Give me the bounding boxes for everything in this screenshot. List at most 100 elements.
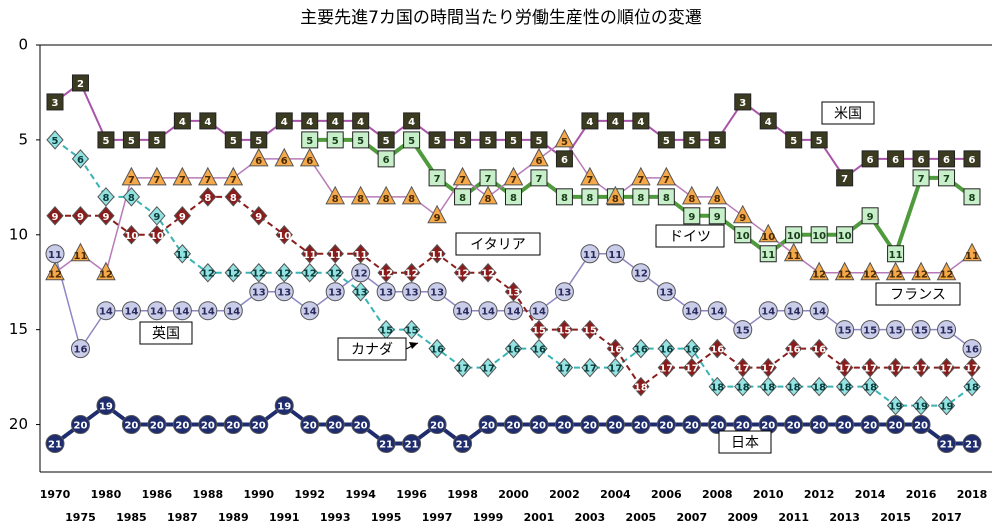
marker	[326, 112, 344, 130]
marker	[453, 262, 472, 283]
data-point: 15	[860, 320, 880, 340]
data-label: 4	[357, 117, 364, 128]
marker	[326, 244, 344, 264]
data-point: 6	[248, 147, 269, 167]
data-point: 4	[759, 112, 777, 130]
data-label: 21	[965, 440, 979, 451]
data-point: 7	[656, 166, 677, 186]
data-point: 13	[351, 281, 370, 302]
marker	[121, 166, 142, 186]
data-label: 14	[99, 307, 113, 318]
marker	[758, 223, 779, 243]
data-point: 8	[681, 185, 702, 205]
data-point: 12	[45, 261, 65, 281]
data-point: 4	[173, 112, 191, 130]
marker	[554, 282, 574, 302]
marker	[300, 301, 320, 321]
marker	[734, 93, 752, 111]
data-point: 16	[632, 338, 650, 359]
data-label: 20	[710, 421, 724, 432]
marker	[606, 338, 625, 359]
data-label: 20	[175, 421, 189, 432]
data-label: 9	[102, 212, 109, 223]
data-point: 11	[326, 244, 344, 264]
marker	[275, 225, 293, 245]
marker	[605, 185, 626, 205]
marker	[785, 338, 803, 359]
data-point: 18	[785, 376, 803, 397]
marker	[886, 320, 906, 340]
data-label: 7	[204, 175, 211, 186]
marker	[657, 338, 676, 359]
data-label: 17	[659, 364, 673, 375]
data-label: 20	[532, 421, 546, 432]
data-point: 16	[70, 339, 90, 359]
marker	[860, 261, 880, 281]
data-point: 8	[657, 188, 675, 206]
data-point: 12	[911, 261, 931, 281]
marker	[376, 282, 396, 302]
marker	[199, 262, 217, 283]
data-label: 18	[838, 383, 852, 394]
marker	[936, 261, 957, 281]
data-point: 4	[581, 112, 599, 130]
data-label: 18	[787, 383, 801, 394]
data-label: 14	[761, 307, 775, 318]
data-point: 17	[479, 357, 497, 378]
data-point: 14	[504, 301, 523, 321]
data-point: 5	[785, 131, 803, 149]
marker	[148, 206, 166, 226]
data-label: 6	[77, 155, 84, 166]
data-point: 21	[453, 434, 473, 454]
data-point: 20	[70, 415, 90, 435]
data-label: 11	[74, 251, 88, 262]
data-label: 20	[226, 421, 240, 432]
data-point: 20	[351, 415, 371, 435]
data-point: 6	[529, 147, 549, 167]
marker	[122, 187, 141, 207]
data-label: 20	[481, 421, 495, 432]
marker	[121, 301, 141, 321]
y-tick-label: 0	[18, 36, 28, 54]
data-point: 5	[377, 131, 395, 149]
data-point: 18	[708, 376, 726, 397]
data-label: 12	[252, 269, 266, 280]
data-point: 14	[223, 301, 243, 321]
data-point: 6	[861, 150, 879, 168]
data-label: 12	[863, 270, 877, 281]
marker	[377, 131, 395, 149]
marker	[809, 301, 829, 321]
data-label: 9	[52, 212, 59, 223]
data-label: 11	[965, 251, 979, 262]
data-point: 5	[454, 131, 472, 149]
marker	[683, 131, 701, 149]
data-point: 20	[554, 415, 574, 435]
marker	[682, 301, 702, 321]
data-label: 20	[863, 421, 877, 432]
data-label: 16	[608, 345, 622, 356]
x-tick-label: 2001	[524, 511, 555, 524]
data-label: 14	[456, 307, 470, 318]
data-label: 5	[52, 136, 59, 147]
data-point: 11	[605, 244, 625, 264]
marker	[70, 339, 90, 359]
data-label: 8	[688, 194, 695, 205]
marker	[71, 206, 90, 226]
data-point: 16	[785, 338, 803, 359]
data-point: 14	[198, 301, 218, 321]
marker	[631, 415, 651, 435]
data-label: 17	[761, 364, 775, 375]
data-label: 12	[328, 269, 342, 280]
marker	[734, 376, 752, 397]
marker	[505, 131, 522, 149]
marker	[530, 338, 548, 359]
x-tick-label: 2011	[778, 511, 809, 524]
data-point: 17	[886, 357, 905, 378]
data-point: 7	[172, 166, 193, 186]
data-point: 5	[148, 131, 166, 149]
marker	[376, 434, 396, 454]
marker	[325, 415, 345, 435]
data-label: 12	[940, 270, 954, 281]
data-point: 7	[938, 169, 956, 187]
marker	[147, 415, 167, 435]
